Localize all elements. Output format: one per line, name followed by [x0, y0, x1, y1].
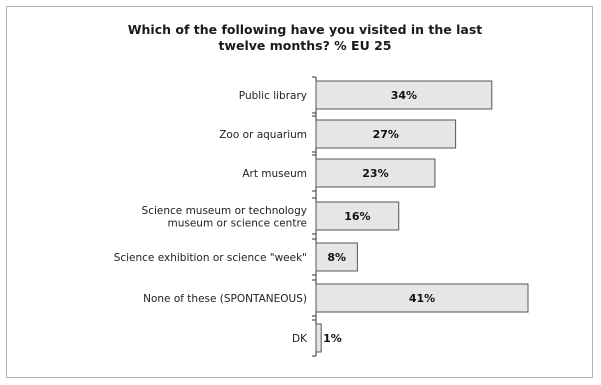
bar — [315, 323, 322, 353]
category-label: None of these (SPONTANEOUS) — [143, 293, 307, 305]
chart-frame — [6, 6, 593, 378]
value-label: 27% — [373, 128, 399, 141]
value-label: 34% — [391, 89, 417, 102]
value-label: 8% — [327, 251, 346, 264]
bar — [315, 242, 358, 272]
bar — [315, 283, 529, 313]
category-label: Public library — [239, 90, 307, 102]
bar — [315, 201, 400, 231]
category-label: DK — [292, 333, 308, 345]
category-label: Zoo or aquarium — [219, 129, 307, 141]
bar — [315, 158, 436, 188]
value-label: 41% — [409, 292, 435, 305]
category-label: Science museum or technology museum or sc… — [142, 205, 307, 230]
bar — [315, 80, 493, 110]
chart-title: Which of the following have you visited … — [127, 22, 483, 53]
value-label: 16% — [344, 210, 370, 223]
value-label: 23% — [362, 167, 388, 180]
category-label: Art museum — [242, 168, 307, 180]
category-label: Science exhibition or science "week" — [114, 252, 307, 264]
value-label: 1% — [323, 332, 342, 345]
bar — [315, 119, 457, 149]
